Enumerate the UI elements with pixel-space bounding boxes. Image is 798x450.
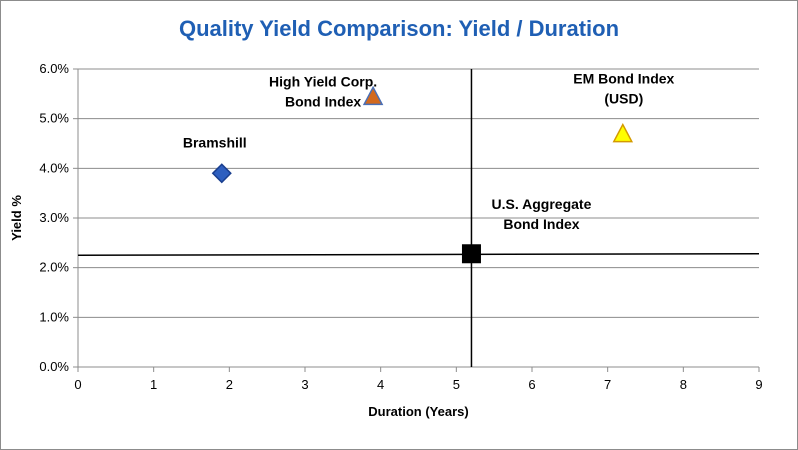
y-tick-label: 5.0% — [39, 111, 69, 126]
y-tick-label: 3.0% — [39, 210, 69, 225]
point-bramshill — [211, 163, 232, 184]
point-high-yield-corp-bond-index — [362, 85, 384, 106]
point-em-bond-index-usd — [612, 122, 634, 143]
x-tick-label: 2 — [226, 377, 233, 392]
y-tick-label: 0.0% — [39, 359, 69, 374]
x-tick-label: 4 — [377, 377, 384, 392]
x-tick-label: 1 — [150, 377, 157, 392]
data-label-em-bond-index-usd: EM Bond Index — [573, 71, 674, 87]
data-label-high-yield-corp-bond-index: Bond Index — [285, 93, 361, 109]
data-label-bramshill: Bramshill — [183, 134, 247, 150]
y-tick-label: 4.0% — [39, 160, 69, 175]
data-label-u-s-aggregate-bond-index: U.S. Aggregate — [492, 196, 592, 212]
data-label-u-s-aggregate-bond-index: Bond Index — [503, 216, 579, 232]
x-tick-label: 5 — [453, 377, 460, 392]
x-tick-label: 9 — [755, 377, 762, 392]
x-tick-label: 7 — [604, 377, 611, 392]
x-tick-label: 0 — [74, 377, 81, 392]
chart-title: Quality Yield Comparison: Yield / Durati… — [178, 16, 620, 41]
x-tick-label: 3 — [301, 377, 308, 392]
x-tick-label: 8 — [680, 377, 687, 392]
horizontal-reference-line — [77, 253, 760, 256]
y-tick-label: 6.0% — [39, 61, 69, 76]
data-label-high-yield-corp-bond-index: High Yield Corp. — [269, 73, 377, 89]
point-u-s-aggregate-bond-index — [461, 244, 481, 264]
y-axis-title: Yield % — [9, 195, 24, 241]
x-axis-title: Duration (Years) — [368, 404, 468, 419]
data-label-em-bond-index-usd: (USD) — [604, 91, 643, 107]
y-tick-label: 2.0% — [39, 260, 69, 275]
y-tick-label: 1.0% — [39, 309, 69, 324]
x-tick-label: 6 — [528, 377, 535, 392]
